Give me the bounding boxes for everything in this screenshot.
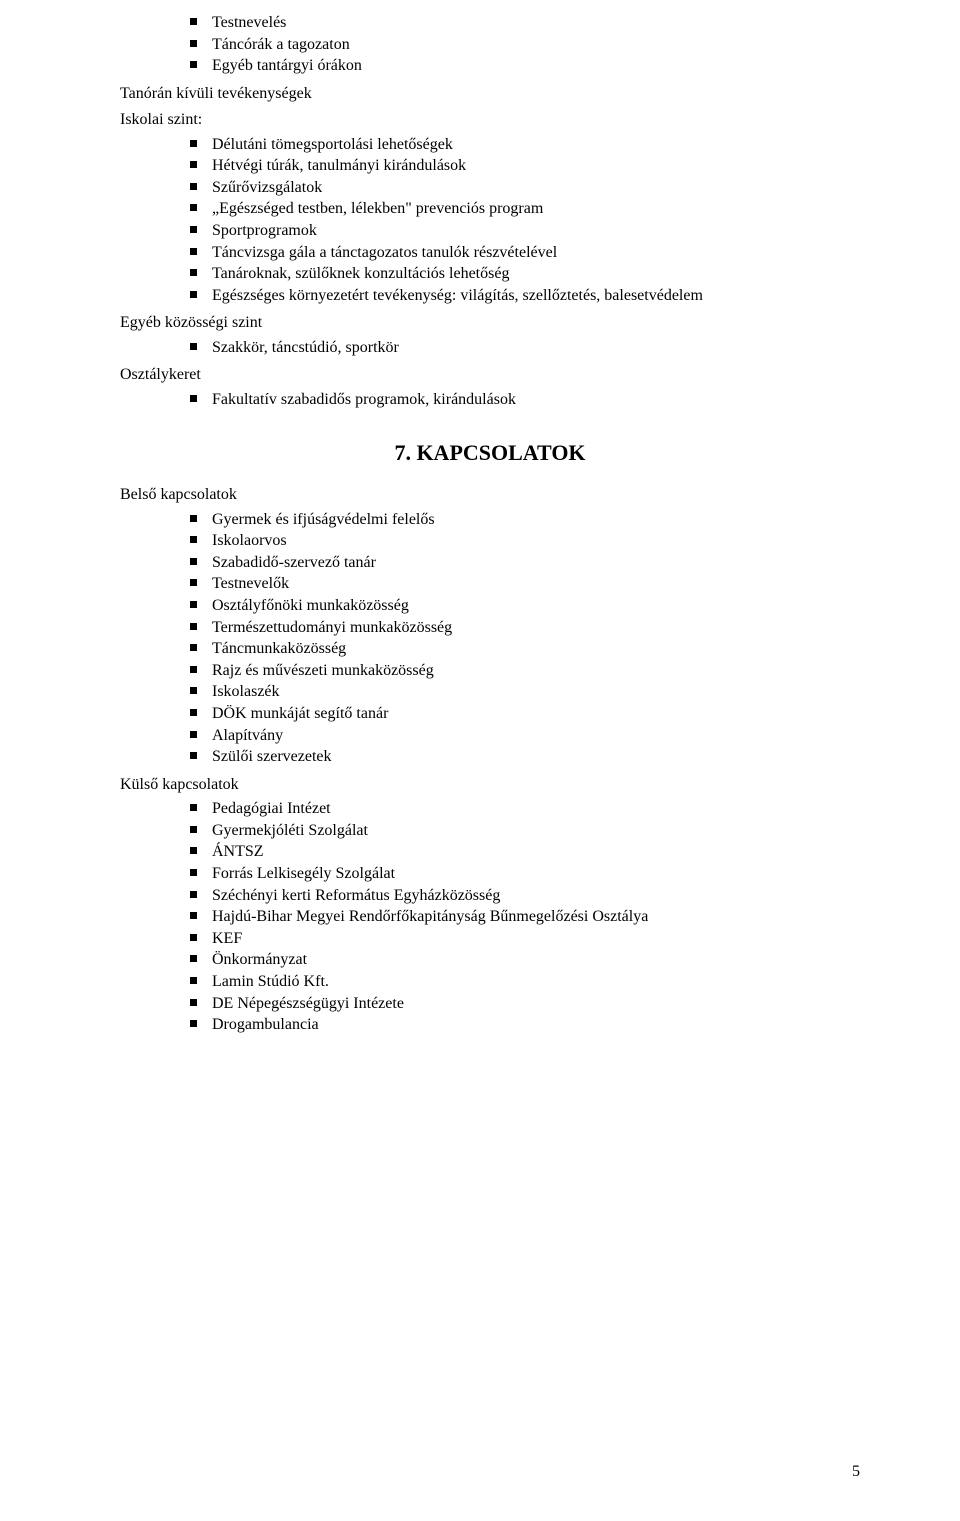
subhead-tanoran-kivuli: Tanórán kívüli tevékenységek <box>120 83 860 105</box>
list-item: Önkormányzat <box>190 949 860 971</box>
list-item: Hétvégi túrák, tanulmányi kirándulások <box>190 155 860 177</box>
list-item-text: Testnevelők <box>212 575 289 592</box>
list-item: Szakkör, táncstúdió, sportkör <box>190 337 860 359</box>
list-item: Fakultatív szabadidős programok, kirándu… <box>190 389 860 411</box>
list-item-text: Sportprogramok <box>212 222 317 239</box>
list-item: Táncmunkaközösség <box>190 638 860 660</box>
list-item: Rajz és művészeti munkaközösség <box>190 660 860 682</box>
list-item-text: Testnevelés <box>212 14 286 31</box>
list-item-text: Tanároknak, szülőknek konzultációs lehet… <box>212 265 509 282</box>
list-item: Iskolaorvos <box>190 530 860 552</box>
list-item-text: Drogambulancia <box>212 1016 319 1033</box>
list-belso-kapcsolatok: Gyermek és ifjúságvédelmi felelős Iskola… <box>120 509 860 768</box>
list-item-text: Táncórák a tagozaton <box>212 36 350 53</box>
list-item-text: Gyermek és ifjúságvédelmi felelős <box>212 511 435 528</box>
list-item: ÁNTSZ <box>190 841 860 863</box>
list-item: Táncvizsga gála a tánctagozatos tanulók … <box>190 242 860 264</box>
list-0: Testnevelés Táncórák a tagozaton Egyéb t… <box>120 12 860 77</box>
list-item-text: Széchényi kerti Református Egyházközössé… <box>212 887 500 904</box>
list-item: Testnevelők <box>190 573 860 595</box>
subhead-osztalykeret: Osztálykeret <box>120 364 860 386</box>
list-item: KEF <box>190 928 860 950</box>
list-item-text: Forrás Lelkisegély Szolgálat <box>212 865 395 882</box>
list-osztalykeret: Fakultatív szabadidős programok, kirándu… <box>120 389 860 411</box>
list-item: Szülői szervezetek <box>190 746 860 768</box>
list-item-text: Fakultatív szabadidős programok, kirándu… <box>212 391 516 408</box>
list-item: Alapítvány <box>190 725 860 747</box>
list-item-text: DÖK munkáját segítő tanár <box>212 705 388 722</box>
list-item: Gyermekjóléti Szolgálat <box>190 820 860 842</box>
list-item-text: Szűrővizsgálatok <box>212 179 322 196</box>
list-item-text: DE Népegészségügyi Intézete <box>212 995 404 1012</box>
list-item: Gyermek és ifjúságvédelmi felelős <box>190 509 860 531</box>
list-item: DÖK munkáját segítő tanár <box>190 703 860 725</box>
list-item-text: KEF <box>212 930 242 947</box>
list-item-text: Táncmunkaközösség <box>212 640 346 657</box>
list-item: Hajdú-Bihar Megyei Rendőrfőkapitányság B… <box>190 906 860 928</box>
list-item-text: „Egészséged testben, lélekben" prevenció… <box>212 200 543 217</box>
list-item-text: Gyermekjóléti Szolgálat <box>212 822 368 839</box>
page-number: 5 <box>852 1463 860 1481</box>
page: Testnevelés Táncórák a tagozaton Egyéb t… <box>0 0 960 1521</box>
list-item-text: Rajz és művészeti munkaközösség <box>212 662 434 679</box>
list-item: Testnevelés <box>190 12 860 34</box>
list-iskolai-szint: Délutáni tömegsportolási lehetőségek Hét… <box>120 134 860 307</box>
list-item: Szabadidő-szervező tanár <box>190 552 860 574</box>
list-item-text: Délutáni tömegsportolási lehetőségek <box>212 136 453 153</box>
subhead-egyeb-kozossegi: Egyéb közösségi szint <box>120 312 860 334</box>
list-item: Drogambulancia <box>190 1014 860 1036</box>
list-item-text: Szabadidő-szervező tanár <box>212 554 376 571</box>
list-item: Iskolaszék <box>190 681 860 703</box>
subhead-iskolai-szint: Iskolai szint: <box>120 109 860 131</box>
list-item: Osztályfőnöki munkaközösség <box>190 595 860 617</box>
list-item-text: ÁNTSZ <box>212 843 264 860</box>
list-item: „Egészséged testben, lélekben" prevenció… <box>190 198 860 220</box>
list-item-text: Lamin Stúdió Kft. <box>212 973 329 990</box>
list-item-text: Hajdú-Bihar Megyei Rendőrfőkapitányság B… <box>212 908 648 925</box>
list-item-text: Pedagógiai Intézet <box>212 800 331 817</box>
list-item: Egyéb tantárgyi órákon <box>190 55 860 77</box>
list-item-text: Szakkör, táncstúdió, sportkör <box>212 339 399 356</box>
section-number: 7. <box>394 440 411 465</box>
list-item-text: Egyéb tantárgyi órákon <box>212 57 362 74</box>
list-kulso-kapcsolatok: Pedagógiai Intézet Gyermekjóléti Szolgál… <box>120 798 860 1036</box>
section-title-text: KAPCSOLATOK <box>416 440 585 465</box>
list-item-text: Hétvégi túrák, tanulmányi kirándulások <box>212 157 466 174</box>
list-item: Tanároknak, szülőknek konzultációs lehet… <box>190 263 860 285</box>
list-item: Pedagógiai Intézet <box>190 798 860 820</box>
list-item-text: Osztályfőnöki munkaközösség <box>212 597 409 614</box>
list-item: Sportprogramok <box>190 220 860 242</box>
list-item-text: Táncvizsga gála a tánctagozatos tanulók … <box>212 244 557 261</box>
list-item-text: Egészséges környezetért tevékenység: vil… <box>212 287 703 304</box>
list-item: Táncórák a tagozaton <box>190 34 860 56</box>
list-item: Lamin Stúdió Kft. <box>190 971 860 993</box>
list-item: Szűrővizsgálatok <box>190 177 860 199</box>
list-item: Széchényi kerti Református Egyházközössé… <box>190 885 860 907</box>
list-item: Forrás Lelkisegély Szolgálat <box>190 863 860 885</box>
list-item-text: Természettudományi munkaközösség <box>212 619 452 636</box>
list-item-text: Önkormányzat <box>212 951 307 968</box>
list-egyeb-kozossegi: Szakkör, táncstúdió, sportkör <box>120 337 860 359</box>
section-7-title: 7. KAPCSOLATOK <box>120 440 860 466</box>
list-item-text: Iskolaorvos <box>212 532 287 549</box>
list-item-text: Alapítvány <box>212 727 283 744</box>
list-item-text: Szülői szervezetek <box>212 748 332 765</box>
list-item: Délutáni tömegsportolási lehetőségek <box>190 134 860 156</box>
list-item: Természettudományi munkaközösség <box>190 617 860 639</box>
list-item: Egészséges környezetért tevékenység: vil… <box>190 285 860 307</box>
list-item: DE Népegészségügyi Intézete <box>190 993 860 1015</box>
subhead-belso-kapcsolatok: Belső kapcsolatok <box>120 484 860 506</box>
subhead-kulso-kapcsolatok: Külső kapcsolatok <box>120 774 860 796</box>
list-item-text: Iskolaszék <box>212 683 280 700</box>
